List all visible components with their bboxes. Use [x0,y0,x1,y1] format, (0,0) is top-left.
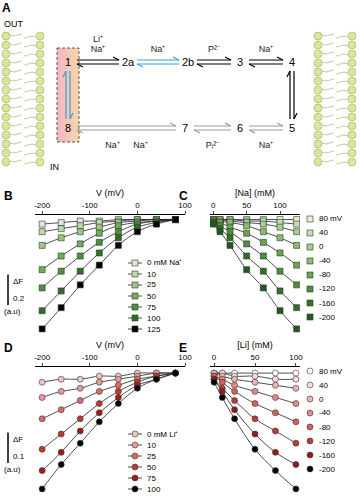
svg-text:50: 50 [147,463,156,472]
svg-text:4: 4 [289,56,295,68]
svg-text:-200: -200 [34,353,51,362]
svg-text:2a: 2a [122,56,135,68]
svg-text:100: 100 [178,201,192,210]
svg-text:75: 75 [147,474,156,483]
svg-text:-40: -40 [319,408,331,417]
svg-text:100: 100 [178,353,192,362]
svg-text:-200: -200 [34,201,51,210]
svg-text:ΔF: ΔF [13,277,23,286]
svg-text:-100: -100 [82,353,99,362]
svg-text:80 mV: 80 mV [319,367,343,376]
svg-text:25: 25 [147,280,156,289]
svg-text:8: 8 [65,122,71,134]
svg-text:0: 0 [212,353,217,362]
svg-text:OUT: OUT [4,19,24,29]
svg-text:-200: -200 [319,313,336,322]
svg-text:C: C [179,189,188,203]
svg-text:0 mM Na⁺: 0 mM Na⁺ [147,258,182,267]
svg-text:ΔF: ΔF [13,435,23,444]
svg-text:0: 0 [319,395,324,404]
svg-text:2b: 2b [182,56,194,68]
svg-text:D: D [4,341,13,355]
svg-text:E: E [179,341,187,355]
svg-text:B: B [4,189,13,203]
svg-text:-100: -100 [82,201,99,210]
svg-text:3: 3 [237,56,243,68]
svg-text:-80: -80 [319,270,331,279]
svg-text:-160: -160 [319,299,336,308]
svg-text:0.2: 0.2 [13,294,25,303]
svg-text:Pᵢ²⁻: Pᵢ²⁻ [206,140,219,150]
svg-text:-120: -120 [319,437,336,446]
svg-text:100: 100 [289,353,303,362]
svg-text:(a.u): (a.u) [4,307,21,316]
svg-text:P²⁻: P²⁻ [208,44,220,54]
svg-text:0 mM Li⁺: 0 mM Li⁺ [147,430,178,439]
svg-text:40: 40 [319,228,328,237]
svg-text:10: 10 [147,441,156,450]
svg-text:100: 100 [147,314,161,323]
svg-text:-80: -80 [319,423,331,432]
svg-text:0: 0 [135,353,140,362]
svg-text:Na⁺: Na⁺ [259,44,274,54]
svg-text:125: 125 [147,325,161,334]
svg-text:Na⁺: Na⁺ [151,44,166,54]
svg-text:100: 100 [273,201,287,210]
svg-text:1: 1 [65,56,71,68]
svg-text:-160: -160 [319,451,336,460]
svg-text:25: 25 [147,452,156,461]
svg-text:50: 50 [251,353,260,362]
svg-text:0: 0 [319,242,324,251]
svg-text:IN: IN [50,162,59,172]
svg-text:V (mV): V (mV) [96,188,124,198]
svg-text:5: 5 [289,122,295,134]
svg-text:10: 10 [147,270,156,279]
svg-text:0: 0 [135,201,140,210]
svg-text:Na⁺: Na⁺ [91,44,106,54]
svg-text:Na⁺: Na⁺ [133,140,148,150]
svg-text:-40: -40 [319,256,331,265]
svg-text:Na⁺: Na⁺ [259,140,274,150]
svg-text:50: 50 [147,292,156,301]
svg-text:80 mV: 80 mV [319,214,343,223]
svg-text:-200: -200 [319,465,336,474]
svg-text:A: A [2,1,11,15]
svg-text:40: 40 [319,381,328,390]
svg-text:Li⁺: Li⁺ [93,34,103,44]
svg-text:-120: -120 [319,284,336,293]
svg-text:(a.u): (a.u) [4,465,21,474]
svg-text:75: 75 [147,303,156,312]
svg-text:0.1: 0.1 [13,452,25,461]
svg-text:100: 100 [147,485,161,494]
svg-text:[Li] (mM): [Li] (mM) [237,340,273,350]
svg-text:7: 7 [182,122,188,134]
svg-text:0: 0 [211,201,216,210]
svg-text:[Na] (mM): [Na] (mM) [235,188,275,198]
svg-text:V (mV): V (mV) [96,340,124,350]
svg-text:6: 6 [237,122,243,134]
svg-text:50: 50 [242,201,251,210]
svg-text:Na⁺: Na⁺ [105,140,120,150]
